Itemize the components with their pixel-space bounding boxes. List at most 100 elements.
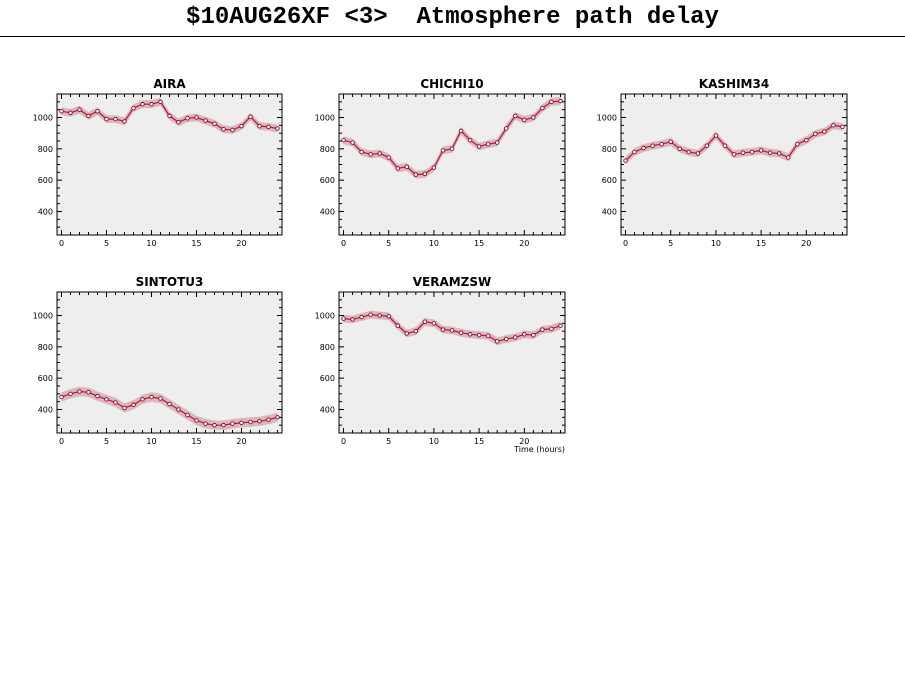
data-point [266,417,271,422]
data-point [641,145,646,151]
data-point [77,389,82,394]
x-tick-label: 20 [236,239,246,248]
data-point [131,402,136,408]
data-point [167,401,172,407]
data-point [558,323,563,328]
data-point [749,149,755,155]
data-point [140,101,145,107]
data-point [368,152,373,157]
plot-area [57,292,282,433]
data-point [431,321,437,326]
data-point [395,166,401,171]
data-point [494,140,500,145]
y-tick-label: 400 [38,208,53,217]
data-point [158,396,163,401]
data-point [95,393,100,399]
x-tick-label: 0 [341,239,346,248]
data-point [413,172,419,177]
data-point [503,336,509,342]
data-point [203,421,208,426]
data-point [158,99,163,105]
data-point [431,165,437,170]
data-point [95,108,100,114]
data-point [86,390,91,395]
x-tick-label: 15 [756,239,766,248]
data-point [767,150,773,155]
y-tick-label: 400 [38,406,53,415]
data-point [350,140,355,145]
data-point [404,331,410,336]
y-tick-label: 1000 [315,312,335,321]
data-point [194,115,199,120]
data-point [686,149,692,155]
panel-title: AIRA [153,77,186,91]
data-point [531,115,536,120]
data-point [632,149,637,155]
y-tick-label: 800 [38,343,53,352]
data-point [122,405,127,411]
data-point [257,419,262,424]
data-point [650,143,655,148]
data-point [275,126,280,131]
x-axis-label: Time (hours) [513,445,565,454]
data-point [440,327,446,332]
data-point [185,412,190,418]
x-tick-label: 20 [801,239,811,248]
data-point [822,129,827,134]
panel-title: SINTOTU3 [136,275,204,289]
x-tick-label: 5 [386,239,391,248]
data-point [68,391,73,397]
data-point [113,116,118,122]
y-tick-label: 800 [320,343,335,352]
panel-title: KASHIM34 [699,77,769,91]
data-point [59,394,64,400]
x-tick-label: 10 [711,239,721,248]
data-point [531,332,536,338]
page-title: $10AUG26XF <3> Atmosphere path delay [186,4,719,31]
x-tick-label: 5 [104,437,109,446]
data-point [522,117,527,123]
data-point [413,328,419,334]
data-point [230,421,235,426]
data-point [149,101,154,107]
data-point [522,332,527,337]
data-point [239,123,244,129]
data-point [485,333,491,339]
y-tick-label: 600 [38,176,53,185]
data-point [212,422,217,428]
data-point [350,317,355,322]
panel-title: CHICHI10 [420,77,483,91]
data-point [740,150,746,155]
data-point [221,422,226,428]
data-point [540,105,545,111]
data-point [467,137,473,143]
x-tick-label: 10 [429,437,439,446]
data-point [176,119,181,125]
data-point [549,326,554,332]
data-point [623,158,628,163]
data-point [813,131,818,137]
x-tick-label: 5 [104,239,109,248]
data-point [359,149,364,155]
x-tick-label: 15 [474,239,484,248]
y-tick-label: 1000 [315,114,335,123]
data-point [795,141,800,147]
x-tick-label: 20 [236,437,246,446]
data-point [212,121,217,127]
data-point [266,124,271,130]
x-tick-label: 15 [191,239,201,248]
data-point [68,110,73,116]
data-point [404,164,410,170]
data-point [731,152,737,157]
panel-veramzsw: 0 5 10 15 20 400 600 800 1000 VERAMZSW Time (hours… [315,275,566,454]
data-point [122,119,127,124]
y-tick-label: 400 [320,406,335,415]
data-point [230,127,235,133]
data-point [467,332,473,337]
data-point [503,126,509,131]
data-point [513,335,518,340]
data-point [476,332,482,338]
y-tick-label: 600 [320,176,335,185]
data-point [149,394,154,400]
data-point [140,397,145,402]
